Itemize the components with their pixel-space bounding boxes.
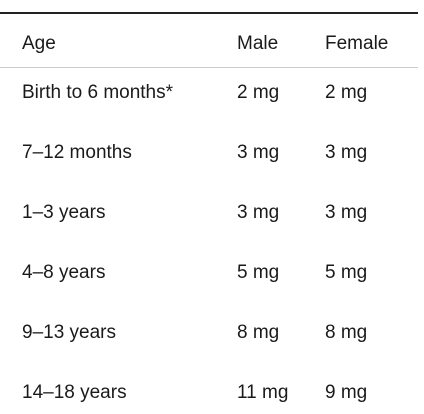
table-cell: 3 mg	[237, 142, 280, 163]
table-cell: 3 mg	[325, 202, 368, 223]
table-cell: 2 mg	[237, 82, 280, 103]
header-cell: Age	[22, 33, 56, 54]
table-cell: 5 mg	[237, 262, 280, 283]
header-cell: Male	[237, 33, 279, 54]
table-cell: 8 mg	[325, 322, 368, 343]
table-cell: 1–3 years	[22, 202, 106, 223]
table-cell: 7–12 months	[22, 142, 132, 163]
table-cell: Birth to 6 months*	[22, 82, 174, 103]
table-cell: 5 mg	[325, 262, 368, 283]
table-cell: 4–8 years	[22, 262, 106, 283]
table-cell: 14–18 years	[22, 382, 127, 403]
table-cell: 2 mg	[325, 82, 368, 103]
top-rule	[0, 12, 418, 14]
table-cell: 9 mg	[325, 382, 368, 403]
table-cell: 3 mg	[325, 142, 368, 163]
table-cell: 3 mg	[237, 202, 280, 223]
header-rule	[0, 67, 418, 68]
header-cell: Female	[325, 33, 389, 54]
table-cell: 11 mg	[237, 382, 289, 403]
table-cell: 8 mg	[237, 322, 280, 343]
table-cell: 9–13 years	[22, 322, 117, 343]
